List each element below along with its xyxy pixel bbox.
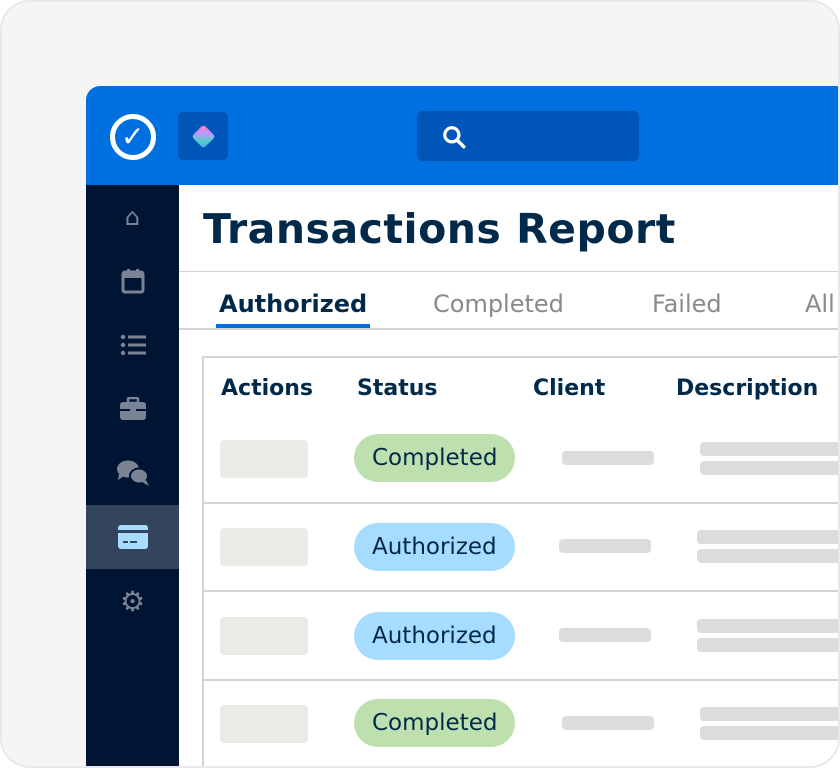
sidebar-item-calendar[interactable]	[86, 249, 179, 313]
sidebar-item-payments[interactable]	[86, 505, 179, 569]
table-row[interactable]: Completed	[204, 679, 838, 764]
description-placeholder	[697, 549, 838, 563]
client-placeholder	[559, 628, 651, 642]
diamond-gradient-icon	[191, 124, 216, 149]
column-header-description: Description	[676, 376, 819, 401]
action-placeholder	[220, 440, 308, 478]
description-placeholder	[700, 726, 838, 740]
sidebar-item-settings[interactable]: ⚙	[86, 569, 179, 633]
description-placeholder	[700, 707, 838, 721]
top-bar: ✓	[86, 86, 838, 185]
description-placeholder	[700, 442, 838, 456]
client-placeholder	[562, 716, 654, 730]
column-header-actions: Actions	[221, 376, 313, 401]
sidebar-item-home[interactable]: ⌂	[86, 185, 179, 249]
checkmark-circle-icon[interactable]: ✓	[110, 114, 156, 160]
table-row[interactable]: Completed	[204, 424, 838, 512]
list-icon	[120, 334, 146, 356]
calendar-icon	[121, 269, 144, 294]
sidebar-item-briefcase[interactable]	[86, 377, 179, 441]
chat-icon	[116, 460, 149, 486]
main-content: Transactions Report Authorized Completed…	[179, 185, 838, 766]
search-input[interactable]	[417, 111, 639, 161]
gear-icon: ⚙	[119, 584, 146, 618]
description-placeholder	[700, 461, 838, 475]
credit-card-icon	[117, 525, 148, 549]
action-placeholder	[220, 617, 308, 655]
briefcase-icon	[119, 397, 146, 420]
status-badge: Completed	[354, 434, 516, 482]
app-window: ✓ ⌂ ⚙ Transactions Report Authorized Com…	[86, 86, 838, 766]
home-icon: ⌂	[124, 203, 141, 231]
client-placeholder	[562, 451, 654, 465]
description-placeholder	[697, 638, 838, 652]
sidebar: ⌂ ⚙	[86, 185, 179, 766]
description-placeholder	[697, 619, 838, 633]
sidebar-item-messages[interactable]	[86, 441, 179, 505]
action-placeholder	[220, 528, 308, 566]
tab-authorized[interactable]: Authorized	[215, 290, 371, 328]
transactions-table: Actions Status Client Description Comple…	[202, 356, 838, 766]
tab-completed[interactable]: Completed	[433, 290, 564, 318]
tab-all[interactable]: All	[805, 290, 835, 318]
client-placeholder	[559, 539, 651, 553]
tab-failed[interactable]: Failed	[652, 290, 722, 318]
table-row[interactable]: Authorized	[204, 502, 838, 590]
status-badge: Authorized	[354, 612, 515, 660]
action-placeholder	[220, 705, 308, 743]
table-row[interactable]: Authorized	[204, 590, 838, 678]
description-placeholder	[697, 530, 838, 544]
divider	[179, 271, 838, 272]
app-switcher-button[interactable]	[178, 112, 228, 160]
sidebar-item-list[interactable]	[86, 313, 179, 377]
status-badge: Completed	[354, 699, 516, 747]
search-icon	[443, 126, 466, 149]
column-header-client: Client	[533, 376, 606, 401]
status-badge: Authorized	[354, 523, 515, 571]
tab-bar: Authorized Completed Failed All	[179, 290, 838, 330]
column-header-status: Status	[357, 376, 438, 401]
page-title: Transactions Report	[203, 205, 676, 253]
